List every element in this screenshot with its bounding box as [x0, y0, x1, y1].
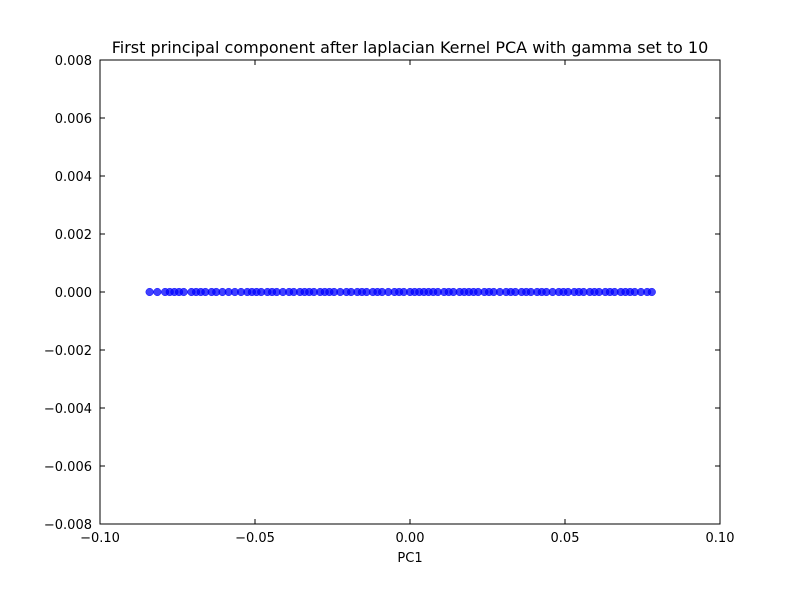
chart-title: First principal component after laplacia…	[112, 38, 709, 57]
data-point	[145, 287, 154, 297]
x-tick-label: 0.00	[396, 531, 425, 546]
points-layer	[145, 287, 656, 297]
y-tick-label: −0.006	[44, 460, 92, 475]
y-tick-label: 0.000	[55, 286, 92, 301]
x-tick-label: 0.10	[706, 531, 735, 546]
x-tick-label: −0.05	[235, 531, 275, 546]
y-tick-label: 0.004	[55, 170, 92, 185]
data-point	[153, 287, 162, 297]
x-tick-label: −0.10	[80, 531, 120, 546]
x-tick-label: 0.05	[551, 531, 580, 546]
y-tick-label: −0.008	[44, 518, 92, 533]
data-point	[179, 287, 188, 297]
x-axis-label: PC1	[397, 551, 422, 566]
data-point	[647, 287, 656, 297]
y-tick-label: −0.004	[44, 402, 92, 417]
y-tick-label: 0.008	[55, 54, 92, 69]
y-tick-label: 0.002	[55, 228, 92, 243]
y-tick-label: 0.006	[55, 112, 92, 127]
y-tick-label: −0.002	[44, 344, 92, 359]
plot-frame	[99, 59, 721, 525]
ticks-layer: −0.10 −0.05 0.00 0.05 0.10 0.008 0.006 0.004 0.0…	[44, 54, 735, 546]
